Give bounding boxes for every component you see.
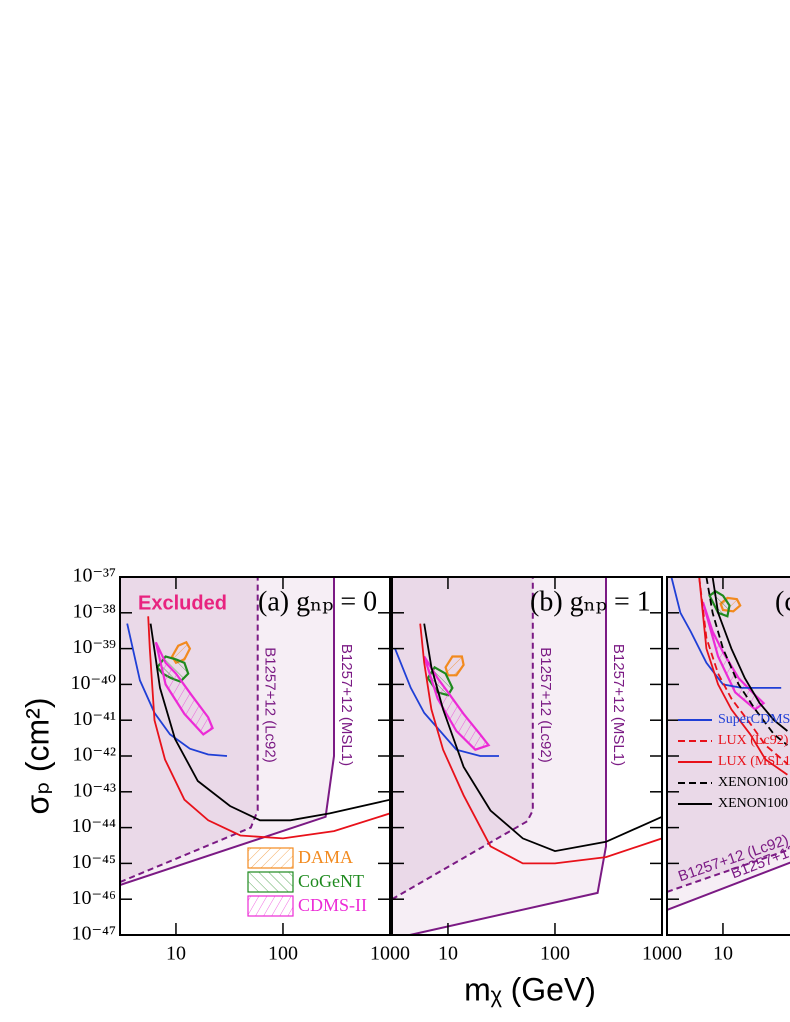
region: [154, 641, 214, 736]
curve: [126, 623, 228, 757]
x-tick-label: 10: [438, 943, 458, 965]
panel: B1257+12 (MSL1)B1257+12 (Lc92)10(c)Super…: [666, 576, 790, 965]
region: [423, 655, 491, 751]
annotation: Excluded: [138, 592, 227, 614]
legend-label: XENON100 (Lc92): [718, 775, 790, 790]
y-tick-label: 10⁻⁴⁷: [71, 923, 116, 945]
curve: [419, 623, 662, 865]
y-tick-label: 10⁻³⁸: [72, 600, 116, 622]
x-tick-label: 100: [268, 943, 298, 965]
y-tick-label: 10⁻⁴³: [72, 779, 116, 801]
region: [444, 655, 465, 677]
curve: [423, 623, 662, 853]
legend-label: SuperCDMS: [718, 712, 790, 727]
legend-label: CoGeNT: [298, 871, 364, 891]
x-axis-label: mᵪ (GeV): [464, 971, 596, 1007]
y-axis-label: σₚ (cm²): [19, 698, 55, 815]
curve: [698, 577, 788, 765]
x-tick-label: 1000: [642, 943, 682, 965]
legend-swatch: [247, 871, 294, 893]
y-tick-label: 10⁻⁴⁶: [71, 887, 116, 909]
bound-line: [120, 577, 335, 886]
panel-title: (a) gₙₚ = 0: [258, 586, 377, 617]
x-tick-label: 10: [713, 943, 733, 965]
curve: [705, 577, 788, 746]
plot-area: [667, 577, 790, 911]
legend-swatch: [247, 847, 294, 869]
bound-label: B1257+12 (MSL1): [610, 644, 627, 766]
bound-label: B1257+12 (Lc92): [537, 647, 554, 763]
legend-label: XENON100 (MSL1): [718, 796, 790, 811]
y-tick-label: 10⁻³⁹: [72, 636, 116, 658]
bound-line: [667, 861, 790, 911]
bound-line: [409, 577, 607, 935]
y-tick-label: 10⁻⁴²: [72, 744, 116, 766]
plot-area: [120, 577, 390, 886]
legend-swatch: [247, 895, 294, 917]
panel-title: (c): [775, 586, 790, 617]
bound-label: B1257+12 (MSL1): [338, 644, 355, 766]
bound-line: [392, 577, 534, 901]
curve: [149, 623, 390, 822]
curve: [147, 616, 390, 840]
legend-label: LUX (Lc92): [718, 733, 789, 748]
curve: [711, 577, 788, 732]
x-tick-label: 10: [166, 943, 186, 965]
y-tick-label: 10⁻⁴¹: [72, 708, 116, 730]
legend-label: CDMS-II: [298, 895, 367, 915]
legend-label: DAMA: [298, 847, 353, 867]
y-tick-label: 10⁻⁴⁴: [71, 815, 116, 837]
panel-title: (b) gₙₚ = 1: [530, 586, 651, 617]
y-tick-label: 10⁻³⁷: [72, 565, 116, 587]
plot-area: [392, 577, 662, 935]
bound-line: [120, 577, 259, 884]
x-tick-label: 100: [540, 943, 570, 965]
y-tick-label: 10⁻⁴⁵: [71, 851, 116, 873]
curve: [698, 577, 788, 776]
excluded-area: [667, 577, 790, 892]
legend-label: LUX (MSL1): [718, 754, 790, 769]
panel: B1257+12 (MSL1) B1257+12 (Lc92) 10⁻³⁷ 10⁻³⁸…: [19, 565, 410, 965]
bound-label: B1257+12 (Lc92): [262, 647, 279, 763]
panel: B1257+12 (MSL1) B1257+12 (Lc92) 10 100 1000 (…: [391, 576, 682, 1007]
x-tick-label: 1000: [370, 943, 410, 965]
y-tick-label: 10⁻⁴⁰: [70, 672, 116, 694]
